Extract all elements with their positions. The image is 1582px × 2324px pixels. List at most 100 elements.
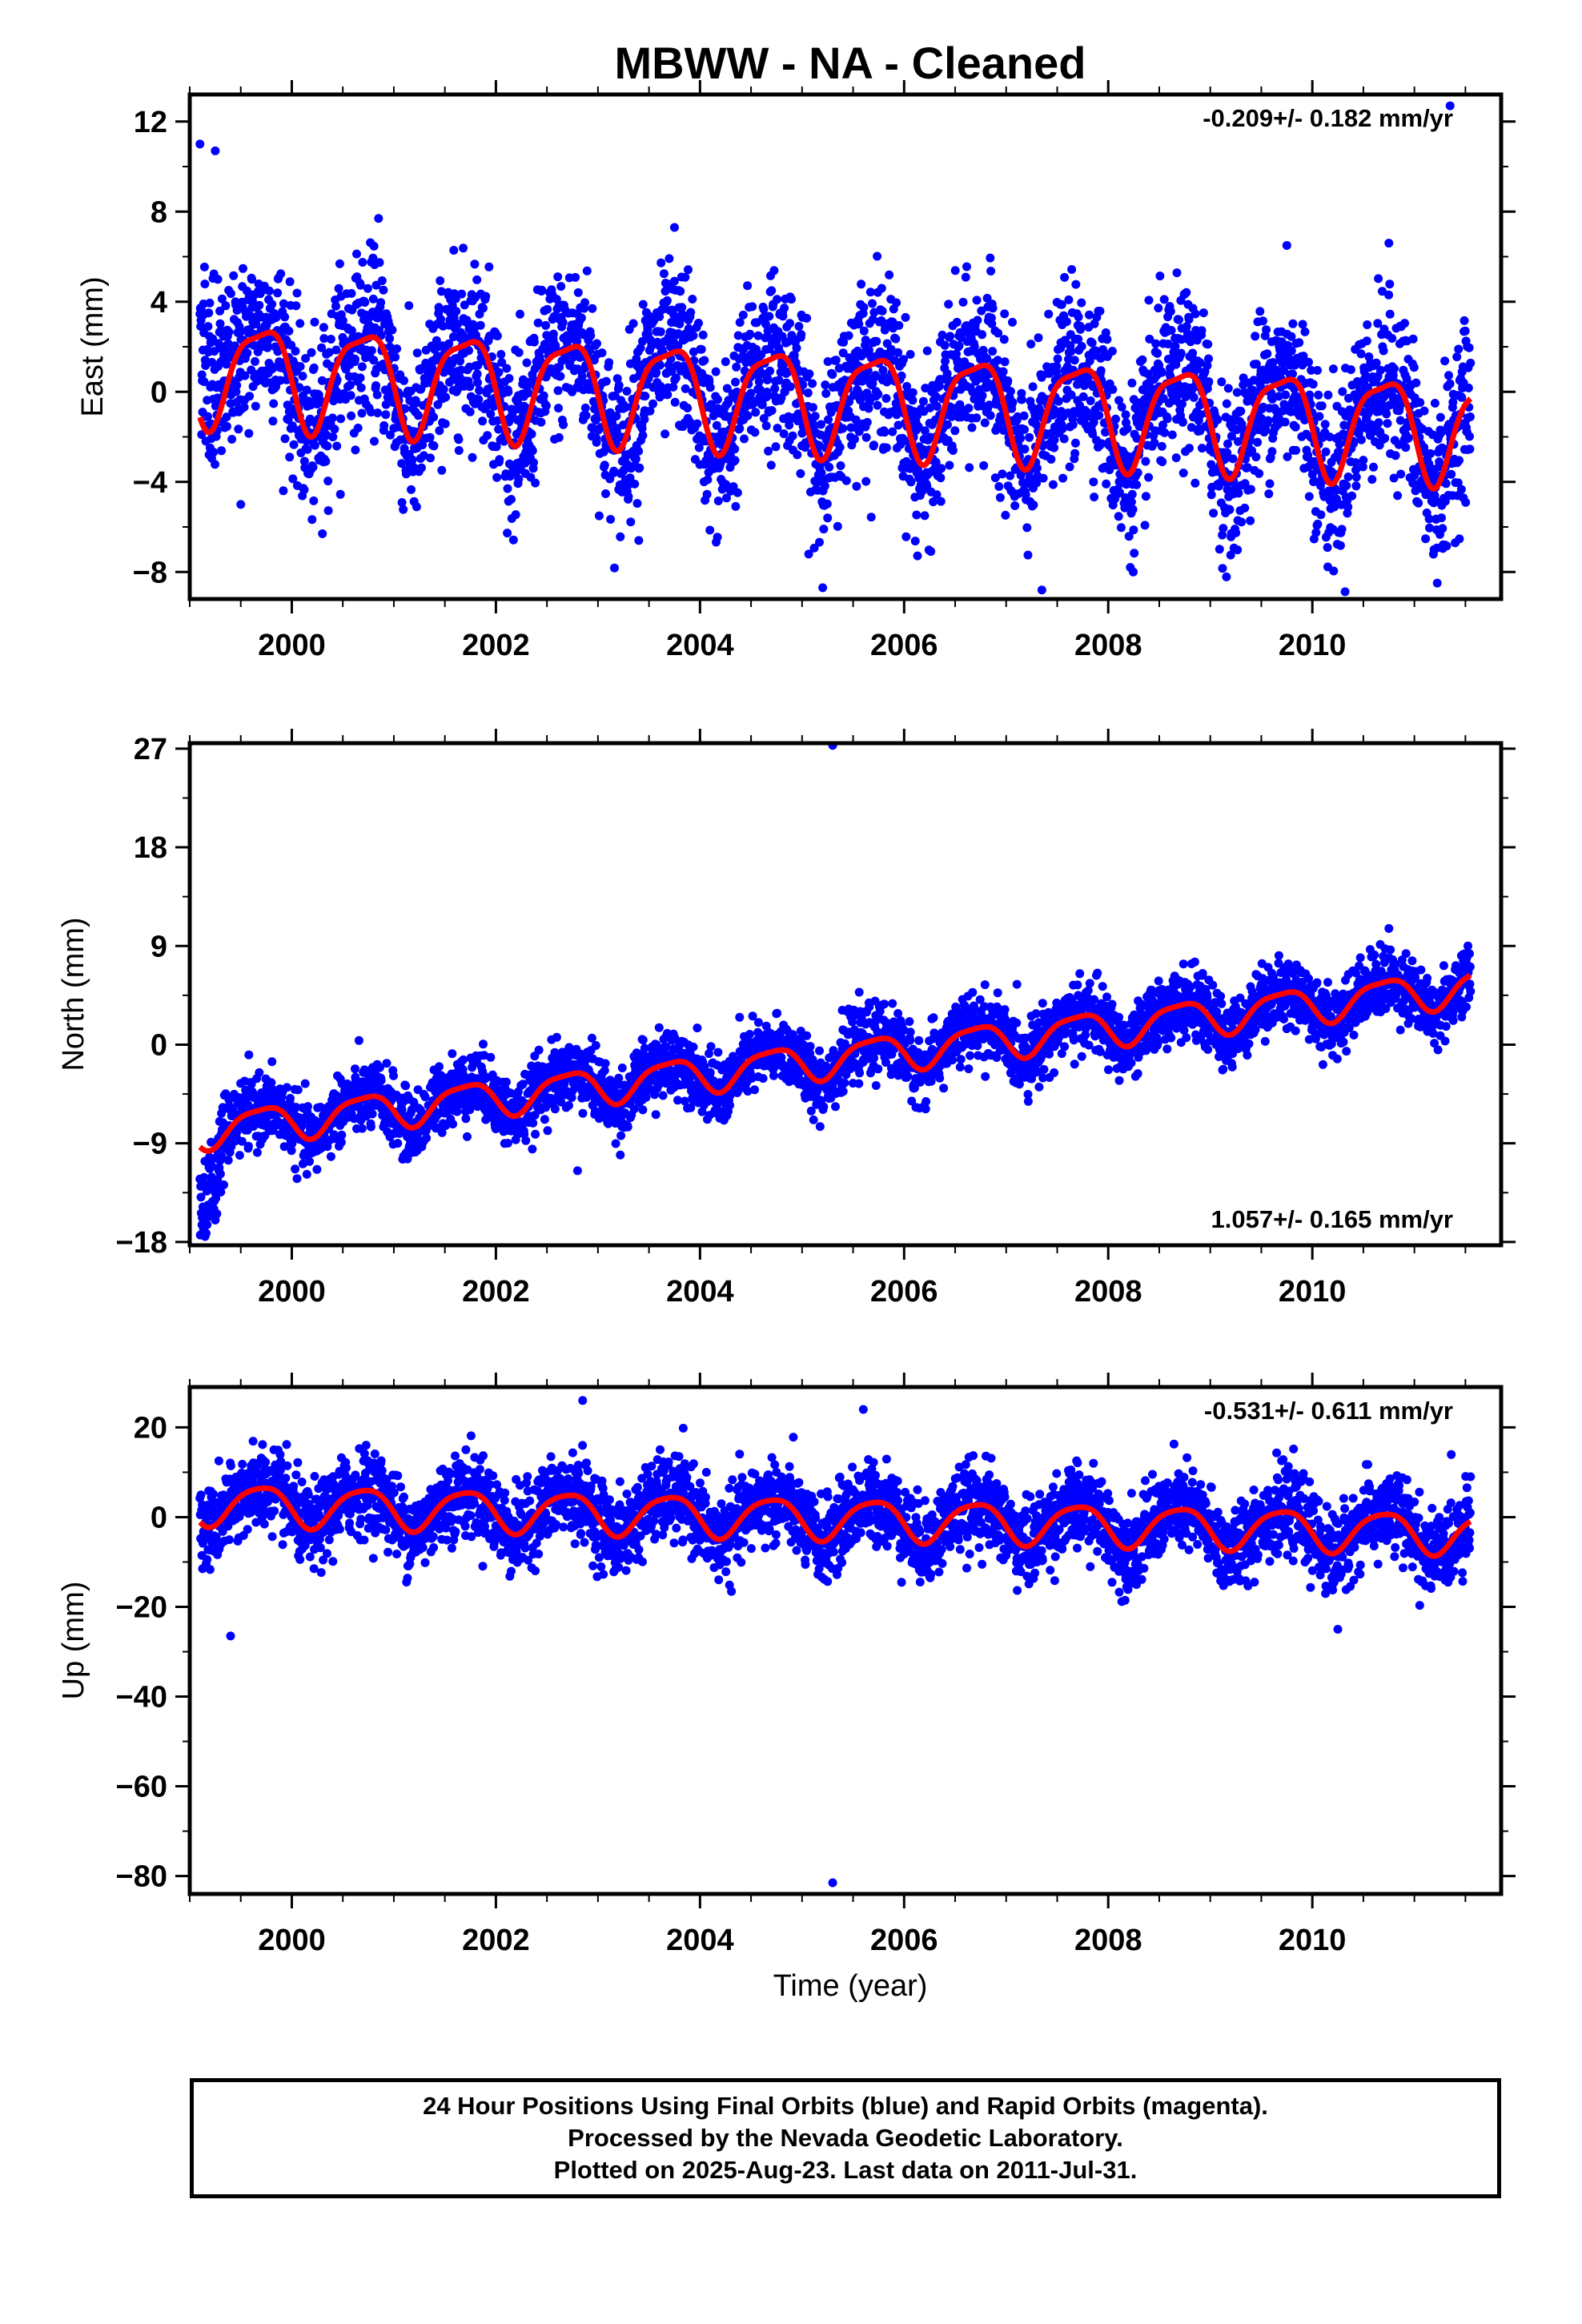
data-point: [308, 462, 318, 472]
data-point: [1304, 357, 1313, 367]
data-point: [998, 367, 1008, 376]
data-point: [475, 386, 484, 395]
data-point: [287, 1146, 296, 1156]
data-point: [703, 475, 713, 485]
data-point: [1351, 458, 1360, 468]
data-point: [1337, 525, 1347, 534]
data-point: [1170, 341, 1180, 351]
data-point: [1461, 497, 1471, 507]
data-point: [1090, 493, 1099, 502]
data-point: [1243, 463, 1252, 472]
data-point: [1363, 320, 1372, 329]
data-point: [1228, 454, 1238, 464]
data-point: [780, 304, 789, 313]
data-point: [1445, 379, 1455, 388]
data-point: [765, 366, 775, 376]
data-point: [705, 383, 715, 392]
data-point: [1408, 334, 1418, 344]
data-point: [913, 411, 922, 420]
data-point: [671, 373, 681, 383]
data-point: [954, 341, 964, 351]
data-point: [551, 340, 560, 350]
data-point: [773, 295, 782, 304]
data-point: [1340, 587, 1350, 597]
data-point: [1064, 295, 1074, 304]
data-point: [854, 427, 864, 436]
data-point: [464, 346, 473, 356]
data-point: [479, 1039, 488, 1049]
data-point: [698, 330, 708, 340]
data-point: [264, 286, 274, 296]
data-point: [1288, 319, 1298, 328]
data-point: [1122, 424, 1132, 433]
data-point: [240, 371, 250, 380]
data-point: [906, 477, 916, 487]
data-point: [1195, 358, 1205, 368]
data-point: [857, 279, 866, 289]
data-point: [376, 298, 386, 308]
data-point: [1223, 384, 1233, 393]
data-point: [746, 388, 756, 398]
data-point: [367, 346, 376, 356]
data-point: [761, 320, 770, 329]
data-point: [823, 513, 833, 523]
data-point: [1077, 342, 1086, 351]
data-point: [612, 412, 621, 421]
data-point: [1424, 514, 1434, 524]
data-point: [1369, 462, 1378, 472]
data-point: [1231, 603, 1240, 612]
data-point: [759, 304, 769, 314]
data-point: [844, 331, 853, 340]
data-point: [1432, 578, 1442, 588]
data-point: [1351, 465, 1360, 475]
data-point: [478, 416, 488, 426]
data-point: [289, 440, 299, 449]
data-point: [470, 259, 480, 269]
data-point: [1071, 279, 1081, 289]
data-point: [1166, 326, 1176, 335]
data-point: [1291, 445, 1301, 455]
data-point: [673, 329, 683, 339]
data-point: [326, 335, 335, 344]
data-point: [845, 397, 854, 407]
data-point: [1307, 365, 1316, 375]
data-point: [1157, 441, 1166, 451]
data-point: [435, 304, 444, 314]
data-point: [1237, 517, 1247, 527]
data-point: [881, 443, 891, 452]
data-point: [862, 417, 872, 427]
outlier-point: [1445, 101, 1455, 111]
data-point: [346, 391, 355, 400]
data-point: [291, 1103, 301, 1112]
data-point: [247, 1080, 256, 1089]
data-point: [770, 384, 780, 393]
data-point: [199, 377, 209, 387]
data-point: [292, 288, 302, 298]
data-point: [199, 1172, 209, 1182]
data-point: [1133, 468, 1142, 477]
data-point: [468, 452, 477, 462]
data-point: [648, 399, 657, 408]
data-point: [1097, 439, 1106, 448]
data-point: [1022, 523, 1032, 533]
data-point: [456, 356, 465, 366]
data-point: [656, 327, 665, 336]
data-point: [363, 283, 372, 293]
data-point: [1032, 464, 1042, 473]
data-point: [507, 495, 516, 504]
data-point: [1465, 444, 1475, 454]
data-point: [988, 347, 998, 356]
data-point: [606, 515, 616, 524]
data-point: [326, 1152, 335, 1161]
data-point: [1456, 485, 1466, 494]
y-tick-label: −4: [133, 466, 167, 500]
data-point: [369, 241, 379, 251]
data-point: [1126, 497, 1136, 507]
data-point: [841, 476, 851, 485]
data-point: [821, 388, 831, 398]
data-point: [1385, 309, 1395, 319]
data-point: [880, 428, 889, 437]
data-point: [508, 535, 518, 545]
data-point: [352, 249, 361, 259]
